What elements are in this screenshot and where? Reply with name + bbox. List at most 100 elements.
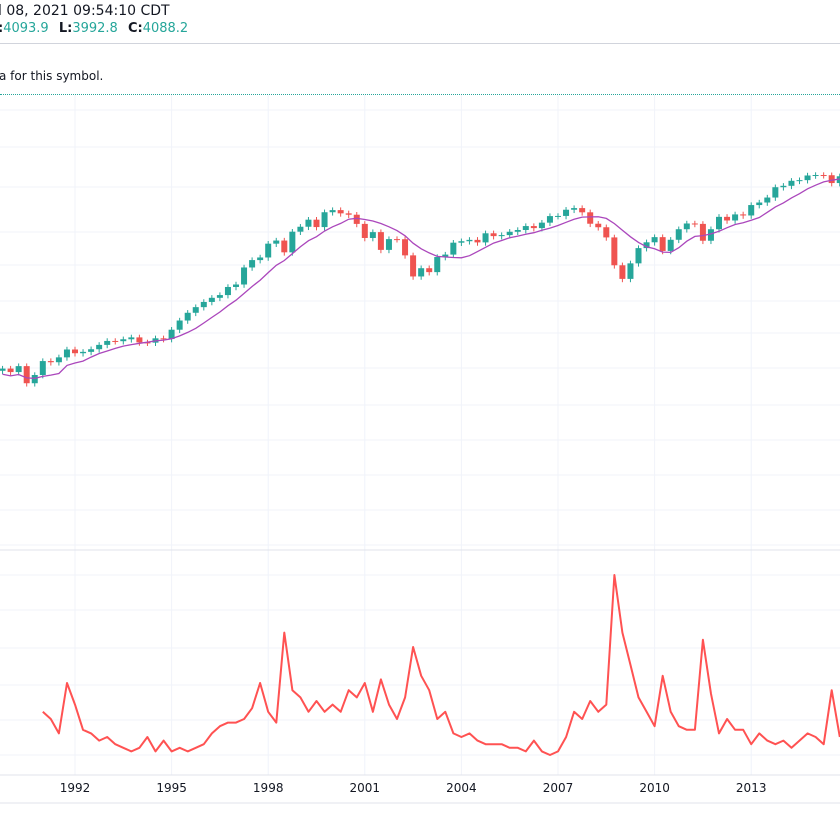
x-tick-label: 1992 (60, 781, 91, 795)
candle-body (39, 361, 46, 375)
candle-body (555, 215, 561, 217)
candle-body (241, 267, 248, 285)
candle-body (514, 230, 521, 232)
candle-body (200, 301, 207, 308)
candle-body (506, 231, 513, 236)
candle-body (120, 339, 127, 342)
candle-body (72, 349, 78, 354)
candle-body (595, 223, 602, 228)
moving-average-line (2, 178, 840, 380)
candle-body (345, 213, 352, 215)
high-label: : (0, 21, 3, 36)
candle-body (724, 216, 731, 221)
candle-body (80, 351, 87, 354)
candle-body (707, 229, 714, 241)
x-tick-label: 2004 (446, 781, 477, 795)
candle-body (63, 349, 70, 358)
candle-body (667, 239, 674, 251)
candle-body (55, 357, 62, 363)
candle-body (571, 208, 578, 210)
header-datetime: l 08, 2021 09:54:10 CDT (0, 3, 170, 19)
low-value: 3992.8 (72, 21, 118, 36)
x-tick-label: 2010 (639, 781, 670, 795)
candle-body (498, 235, 505, 237)
x-tick-label: 2001 (350, 781, 381, 795)
candle-body (410, 255, 417, 277)
candle-body (426, 268, 433, 273)
low-label: L: (58, 21, 73, 36)
candle-body (249, 260, 256, 268)
x-tick-label: 2007 (543, 781, 574, 795)
candle-body (321, 212, 328, 228)
candle-body (23, 366, 30, 384)
candle-body (353, 214, 360, 224)
candle-body (377, 232, 384, 250)
candle-body (144, 342, 151, 344)
candle-body (128, 337, 135, 340)
candle-body (699, 223, 706, 241)
candle-body (96, 344, 103, 350)
candle-body (474, 239, 481, 243)
price-candles (0, 172, 840, 387)
candle-body (31, 375, 38, 384)
candle-body (434, 257, 441, 273)
candle-body (812, 175, 819, 177)
candle-body (587, 212, 594, 224)
candle-body (47, 361, 54, 363)
candle-body (313, 219, 320, 228)
no-data-notice: a for this symbol. (0, 69, 104, 83)
candle-body (740, 214, 747, 216)
candle-body (208, 297, 215, 302)
candle-body (804, 175, 811, 181)
candle-body (764, 197, 771, 203)
candle-body (233, 284, 239, 287)
candle-body (224, 286, 231, 296)
candle-body (482, 233, 489, 243)
candle-body (289, 231, 296, 253)
candle-body (579, 208, 586, 213)
candle-body (716, 216, 722, 230)
candle-body (627, 263, 634, 279)
candle-body (603, 227, 610, 238)
candle-body (7, 368, 14, 373)
candle-body (683, 223, 690, 230)
candle-body (136, 337, 143, 343)
candle-body (168, 329, 175, 340)
candle-body (369, 232, 376, 238)
candle-body (88, 349, 95, 352)
high-value: 4093.9 (3, 21, 49, 36)
candle-body (104, 340, 111, 345)
candle-body (820, 175, 827, 177)
oscillator-line (42, 574, 840, 756)
candle-body (466, 239, 473, 242)
candle-body (458, 241, 465, 243)
candle-body (442, 254, 449, 258)
candle-body (828, 175, 835, 184)
candle-body (619, 265, 626, 279)
candle-body (281, 240, 288, 253)
time-axis[interactable]: 1992199519982001200420072010201320 (60, 781, 840, 795)
candle-body (297, 226, 304, 232)
candle-body (337, 210, 344, 214)
candle-body (522, 226, 529, 231)
candle-body (796, 180, 803, 182)
candle-body (15, 366, 22, 373)
candle-body (772, 187, 779, 198)
price-line-dotted (0, 94, 840, 95)
candle-body (756, 202, 763, 206)
candle-body (402, 239, 409, 256)
candle-body (675, 229, 682, 240)
candle-body (385, 239, 392, 250)
candle-body (176, 320, 183, 330)
close-label: C: (127, 21, 143, 36)
candle-body (450, 242, 457, 255)
candle-body (538, 222, 545, 229)
candle-body (643, 242, 650, 249)
candle-body (788, 180, 795, 186)
candle-body (394, 239, 400, 241)
candle-body (184, 312, 191, 321)
candle-body (563, 209, 570, 216)
x-tick-label: 1995 (156, 781, 187, 795)
candle-body (748, 205, 755, 216)
